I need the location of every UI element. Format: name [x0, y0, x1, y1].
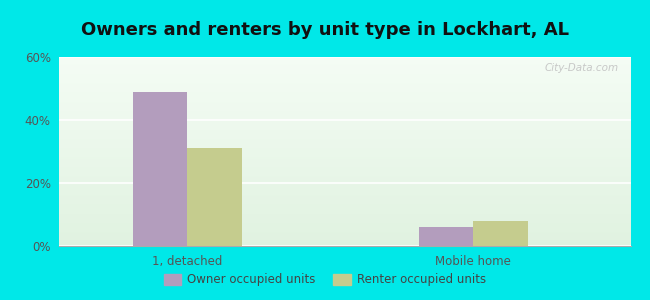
Bar: [473, 221, 528, 246]
Bar: [133, 92, 187, 246]
Legend: Owner occupied units, Renter occupied units: Owner occupied units, Renter occupied un…: [159, 269, 491, 291]
Bar: [419, 227, 473, 246]
Bar: [187, 148, 242, 246]
Text: City-Data.com: City-Data.com: [545, 63, 619, 73]
Text: Owners and renters by unit type in Lockhart, AL: Owners and renters by unit type in Lockh…: [81, 21, 569, 39]
